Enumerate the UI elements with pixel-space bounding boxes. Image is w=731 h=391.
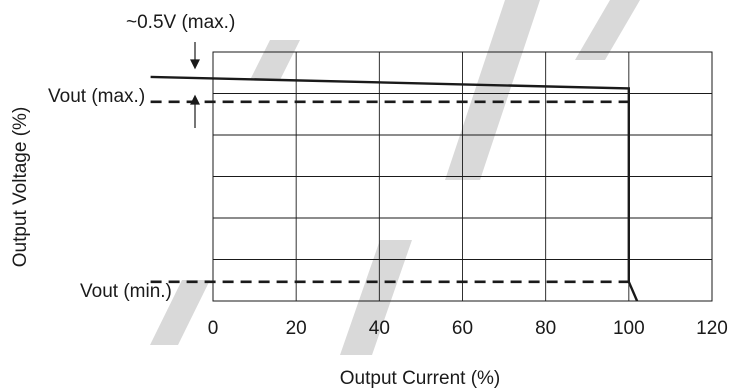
x-tick-label: 100 [613, 318, 645, 339]
watermark [150, 0, 640, 355]
x-tick-label: 120 [696, 318, 728, 339]
x-tick-label: 80 [535, 318, 556, 339]
y-axis-label: Output Voltage (%) [10, 107, 31, 268]
x-tick-label: 40 [369, 318, 390, 339]
plot-grid [212, 51, 713, 302]
x-tick-label: 20 [286, 318, 307, 339]
x-tick-label: 60 [452, 318, 473, 339]
vout-max-label: Vout (max.) [48, 86, 145, 107]
x-tick-labels: 0 20 40 60 80 100 120 [208, 318, 728, 339]
output-curve [150, 75, 639, 302]
plot-series [150, 75, 639, 302]
vout-min-label: Vout (min.) [80, 281, 172, 302]
drop-annotation: ~0.5V (max.) [126, 12, 235, 33]
drop-arrows [190, 42, 200, 128]
x-tick-label: 0 [208, 318, 219, 339]
x-axis-label: Output Current (%) [340, 368, 501, 389]
